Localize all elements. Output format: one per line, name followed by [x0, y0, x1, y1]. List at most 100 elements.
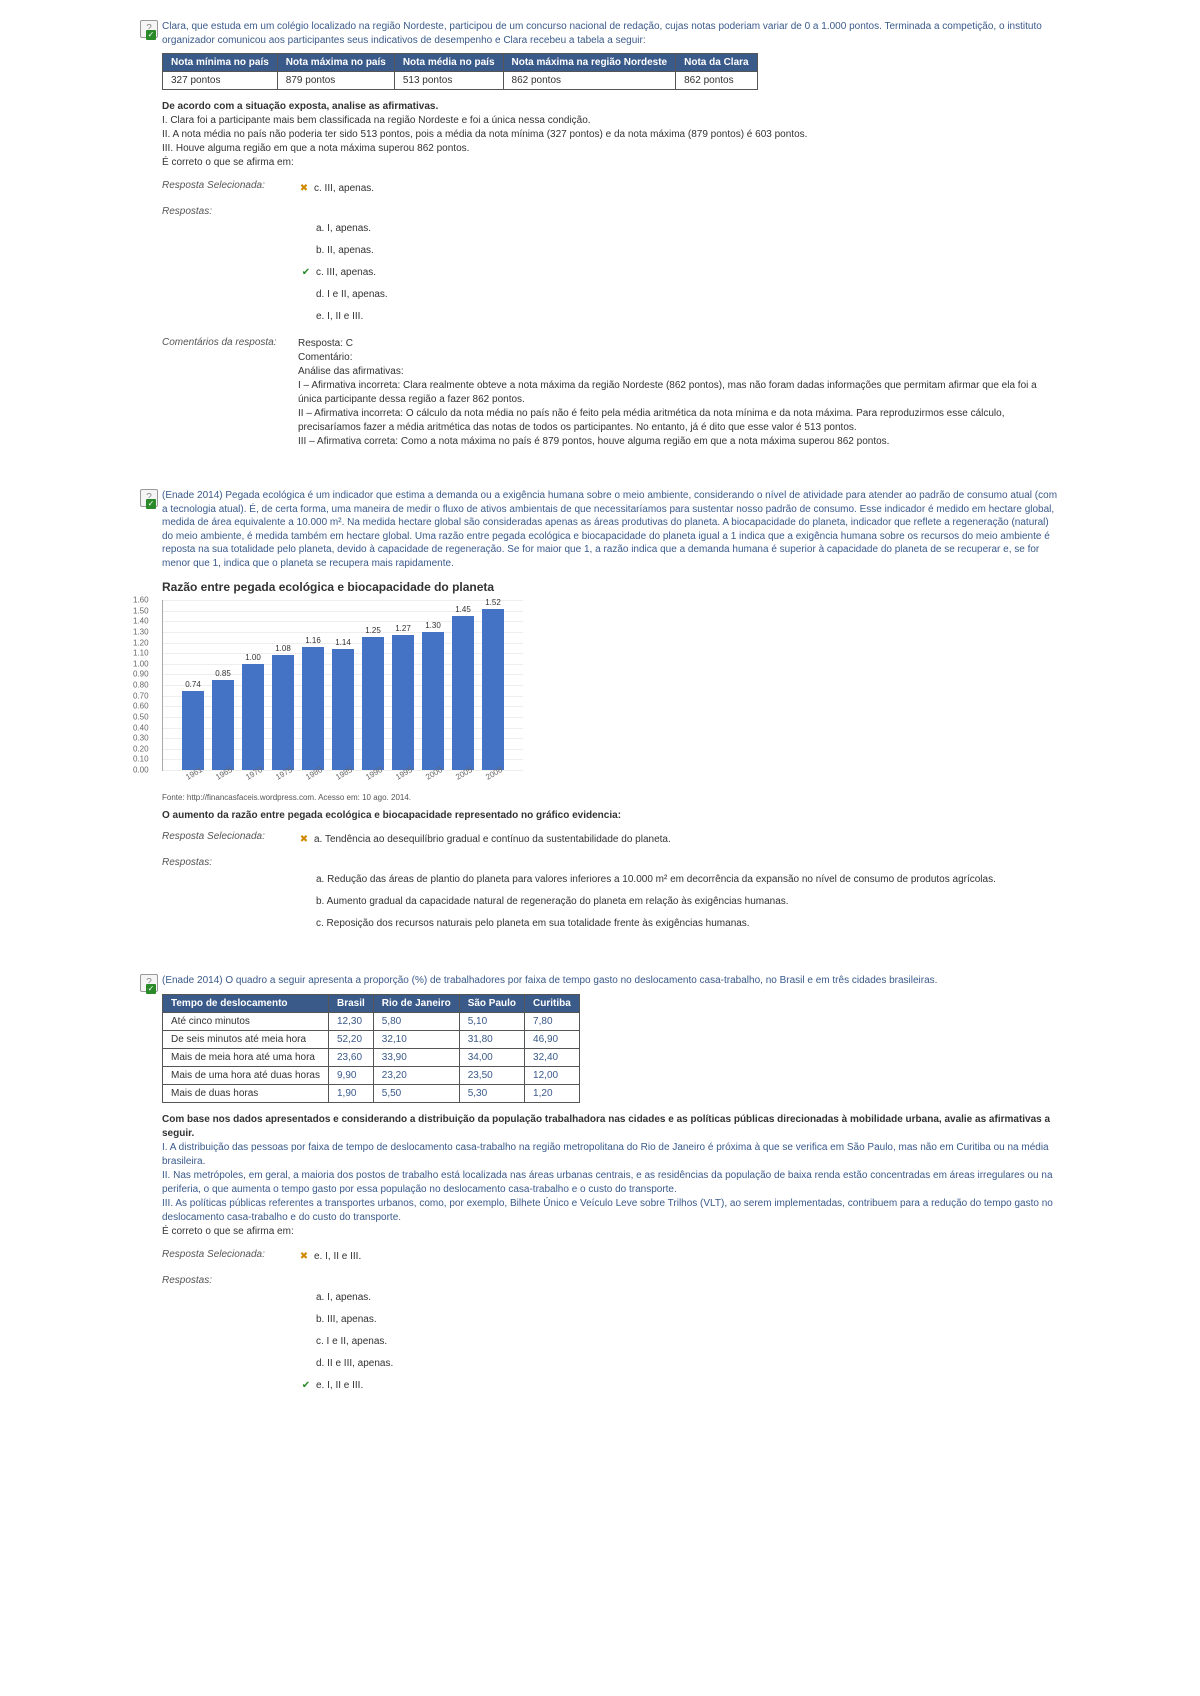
table-cell: 46,90 [525, 1030, 580, 1048]
table-cell: 5,50 [373, 1084, 459, 1102]
bar [482, 609, 504, 771]
cross-icon [298, 833, 310, 845]
check-icon [300, 1380, 312, 1392]
option[interactable]: b. Aumento gradual da capacidade natural… [300, 892, 1060, 912]
table-header: São Paulo [459, 994, 524, 1012]
bar [422, 632, 444, 770]
chart-source: Fonte: http://financasfaceis.wordpress.c… [162, 793, 1060, 802]
table-cell: 862 pontos [676, 72, 757, 90]
table-cell: 12,00 [525, 1066, 580, 1084]
answers-label: Respostas: [162, 857, 282, 868]
table-cell: 1,90 [328, 1084, 373, 1102]
q2-intro: ? ✓ (Enade 2014) Pegada ecológica é um i… [140, 489, 1060, 570]
selected-label: Resposta Selecionada: [162, 831, 282, 847]
cross-icon [298, 1251, 310, 1263]
option[interactable]: b. III, apenas. [300, 1310, 1060, 1330]
table-header: Nota da Clara [676, 54, 757, 72]
table-cell: 12,30 [328, 1012, 373, 1030]
table-cell: 32,40 [525, 1048, 580, 1066]
table-header: Curitiba [525, 994, 580, 1012]
table-cell: 879 pontos [277, 72, 394, 90]
q1-intro-text: Clara, que estuda em um colégio localiza… [162, 21, 1042, 46]
check-icon: ✓ [146, 499, 156, 509]
option[interactable]: c. Reposição dos recursos naturais pelo … [300, 914, 1060, 934]
table-cell: 327 pontos [163, 72, 278, 90]
table-cell: 34,00 [459, 1048, 524, 1066]
table-header: Brasil [328, 994, 373, 1012]
option[interactable]: c. III, apenas. [300, 263, 1060, 283]
answers-label: Respostas: [162, 206, 282, 217]
q2-options: a. Redução das áreas de plantio do plane… [300, 870, 1060, 934]
q3-options: a. I, apenas.b. III, apenas.c. I e II, a… [300, 1288, 1060, 1396]
check-icon [300, 267, 312, 279]
table-header: Nota máxima na região Nordeste [503, 54, 676, 72]
table-cell: Até cinco minutos [163, 1012, 329, 1030]
table-cell: 862 pontos [503, 72, 676, 90]
table-cell: 9,90 [328, 1066, 373, 1084]
table-cell: 23,60 [328, 1048, 373, 1066]
table-header: Tempo de deslocamento [163, 994, 329, 1012]
option[interactable]: d. II e III, apenas. [300, 1354, 1060, 1374]
q2-selected: a. Tendência ao desequilíbrio gradual e … [298, 833, 671, 845]
table-header: Rio de Janeiro [373, 994, 459, 1012]
q3-afirm-lead: Com base nos dados apresentados e consid… [162, 1113, 1060, 1141]
table-cell: De seis minutos até meia hora [163, 1030, 329, 1048]
q1-comment: Resposta: C Comentário: Análise das afir… [298, 337, 1060, 449]
bar [332, 649, 354, 770]
bar [272, 655, 294, 770]
q3-afirm-tail: É correto o que se afirma em: [162, 1225, 1060, 1239]
selected-label: Resposta Selecionada: [162, 1249, 282, 1265]
option[interactable]: e. I, II e III. [300, 1376, 1060, 1396]
table-header: Nota máxima no país [277, 54, 394, 72]
option[interactable]: a. I, apenas. [300, 219, 1060, 239]
option[interactable]: e. I, II e III. [300, 307, 1060, 327]
q3-intro: ? ✓ (Enade 2014) O quadro a seguir apres… [140, 974, 1060, 988]
option[interactable]: d. I e II, apenas. [300, 285, 1060, 305]
q1-options: a. I, apenas.b. II, apenas.c. III, apena… [300, 219, 1060, 327]
table-cell: 31,80 [459, 1030, 524, 1048]
table-cell: Mais de meia hora até uma hora [163, 1048, 329, 1066]
q2-chart: Razão entre pegada ecológica e biocapaci… [162, 580, 1060, 802]
table-cell: 33,90 [373, 1048, 459, 1066]
option[interactable]: a. I, apenas. [300, 1288, 1060, 1308]
answers-label: Respostas: [162, 1275, 282, 1286]
table-cell: 513 pontos [394, 72, 503, 90]
table-header: Nota mínima no país [163, 54, 278, 72]
question-1: ? ✓ Clara, que estuda em um colégio loca… [140, 20, 1060, 449]
bar [242, 664, 264, 770]
bar [392, 635, 414, 770]
bar [362, 637, 384, 770]
option[interactable]: a. Redução das áreas de plantio do plane… [300, 870, 1060, 890]
table-cell: Mais de duas horas [163, 1084, 329, 1102]
table-cell: 23,50 [459, 1066, 524, 1084]
option[interactable]: c. I e II, apenas. [300, 1332, 1060, 1352]
q1-afirm-lead: De acordo com a situação exposta, analis… [162, 100, 1060, 114]
bar [182, 691, 204, 770]
q2-intro-text: (Enade 2014) Pegada ecológica é um indic… [162, 490, 1057, 569]
q1-afirm-list: I. Clara foi a participante mais bem cla… [162, 114, 1060, 156]
table-cell: 5,30 [459, 1084, 524, 1102]
question-2: ? ✓ (Enade 2014) Pegada ecológica é um i… [140, 489, 1060, 934]
chart-title: Razão entre pegada ecológica e biocapaci… [162, 580, 1060, 594]
cross-icon [298, 182, 310, 194]
question-3: ? ✓ (Enade 2014) O quadro a seguir apres… [140, 974, 1060, 1396]
option[interactable]: b. II, apenas. [300, 241, 1060, 261]
table-header: Nota média no país [394, 54, 503, 72]
q1-intro: ? ✓ Clara, que estuda em um colégio loca… [140, 20, 1060, 47]
chart-area: 0.000.100.200.300.400.500.600.700.800.90… [162, 600, 523, 771]
table-cell: 1,20 [525, 1084, 580, 1102]
q2-question-line: O aumento da razão entre pegada ecológic… [162, 810, 1060, 821]
table-cell: 5,10 [459, 1012, 524, 1030]
q3-selected: e. I, II e III. [298, 1251, 361, 1263]
table-cell: Mais de uma hora até duas horas [163, 1066, 329, 1084]
q3-intro-text: (Enade 2014) O quadro a seguir apresenta… [162, 975, 937, 986]
q1-table: Nota mínima no paísNota máxima no paísNo… [162, 53, 758, 90]
q3-table: Tempo de deslocamentoBrasilRio de Janeir… [162, 994, 580, 1103]
bar [212, 680, 234, 770]
bar [452, 616, 474, 770]
check-icon: ✓ [146, 984, 156, 994]
table-cell: 23,20 [373, 1066, 459, 1084]
table-cell: 52,20 [328, 1030, 373, 1048]
bar [302, 647, 324, 770]
q3-afirm-list: I. A distribuição das pessoas por faixa … [162, 1141, 1060, 1225]
